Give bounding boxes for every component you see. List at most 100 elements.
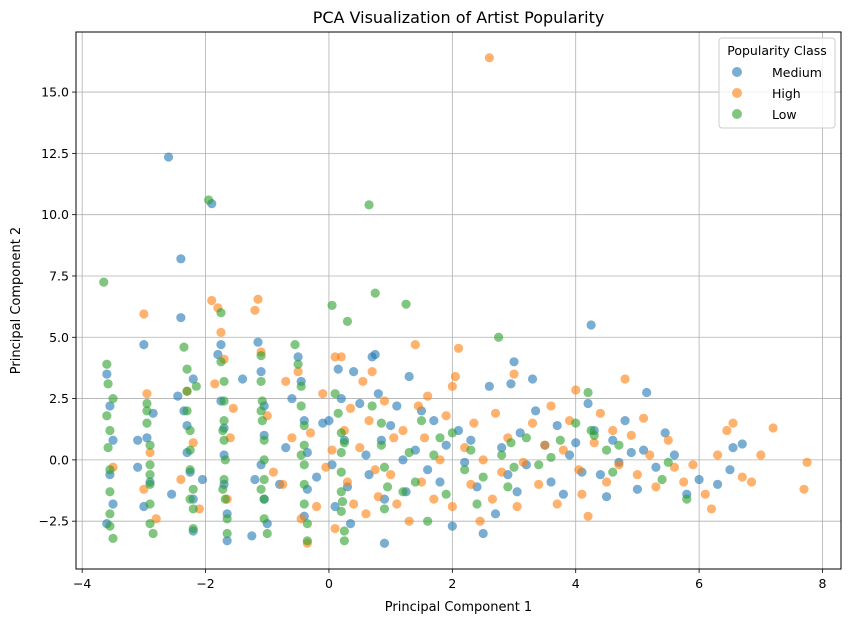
data-point-medium (583, 398, 593, 409)
plot-frame (75, 31, 842, 570)
data-point-low (460, 465, 470, 475)
data-point-low (145, 499, 155, 509)
legend-label-low: Low (772, 107, 797, 122)
x-tick-label: 2 (448, 576, 456, 591)
data-point-medium (694, 474, 704, 485)
data-point-high (250, 305, 260, 315)
legend: Popularity Class Medium High Low (718, 37, 836, 129)
y-tick-label: 5.0 (49, 330, 69, 345)
data-point-high (746, 477, 757, 487)
data-point-low (108, 393, 118, 404)
data-point-high (349, 499, 359, 509)
data-point-high (546, 401, 556, 411)
data-point-low (222, 528, 232, 539)
x-tick-label: 0 (325, 576, 333, 591)
data-point-low (435, 433, 445, 443)
data-point-high (768, 423, 778, 433)
data-point-medium (213, 349, 223, 360)
data-point-medium (484, 381, 494, 391)
data-point-high (364, 416, 374, 426)
data-point-low (182, 364, 192, 374)
data-point-high (253, 294, 263, 304)
data-point-high (558, 445, 568, 455)
data-point-low (330, 389, 340, 399)
x-tick-label: 4 (572, 576, 580, 591)
data-point-low (145, 479, 155, 490)
data-point-low (339, 438, 349, 448)
data-point-low (398, 487, 408, 497)
data-point-medium (558, 489, 568, 499)
data-point-low (555, 435, 565, 445)
data-point-low (336, 487, 346, 497)
data-point-high (293, 367, 303, 377)
data-point-medium (176, 313, 186, 323)
data-point-medium (222, 536, 232, 546)
data-point-medium (287, 393, 297, 404)
data-point-medium (660, 428, 670, 438)
data-point-medium (404, 371, 414, 382)
data-point-medium (373, 389, 383, 399)
data-point-low (219, 435, 229, 445)
data-point-medium (386, 420, 396, 431)
data-point-medium (601, 492, 612, 502)
data-point-high (373, 492, 383, 502)
legend-marker-medium (732, 67, 742, 77)
data-point-medium (142, 433, 152, 443)
data-point-low (142, 406, 152, 416)
data-point-low (204, 195, 214, 205)
data-point-low (219, 376, 229, 387)
data-point-medium (531, 406, 541, 416)
data-point-low (191, 381, 201, 391)
data-point-low (423, 516, 433, 526)
data-point-high (278, 479, 288, 490)
data-point-high (207, 295, 217, 306)
data-point-medium (216, 340, 226, 350)
data-point-low (222, 514, 232, 524)
data-point-medium (105, 401, 115, 411)
y-tick-label: 2.5 (49, 391, 69, 406)
data-point-medium (379, 538, 390, 548)
data-point-medium (355, 398, 365, 409)
data-point-high (713, 450, 723, 460)
data-point-low (379, 504, 390, 514)
data-point-high (552, 499, 562, 509)
data-point-low (589, 430, 599, 440)
data-point-high (490, 408, 501, 418)
axis-ticks: −4 −2 0 2 4 6 8 −2.5 0.0 2.5 5.0 7.5 10.0 12.5 15.0 (39, 85, 827, 591)
data-point-medium (197, 474, 208, 485)
data-point-high (305, 428, 316, 438)
data-point-low (337, 496, 348, 507)
data-point-low (256, 376, 266, 387)
data-point-high (268, 467, 279, 477)
data-point-low (336, 447, 346, 458)
data-point-low (299, 440, 309, 450)
data-point-high (281, 376, 291, 387)
data-point-medium (398, 455, 408, 465)
data-point-low (614, 440, 624, 450)
data-point-high (435, 455, 445, 465)
data-point-medium (312, 472, 322, 482)
data-point-high (688, 460, 698, 470)
data-point-low (302, 519, 312, 529)
data-point-low (336, 428, 346, 438)
data-point-medium (435, 477, 445, 487)
data-point-low (299, 420, 309, 431)
data-point-low (494, 332, 504, 342)
x-axis-label: Principal Component 1 (385, 600, 532, 615)
data-point-high (583, 511, 593, 521)
data-point-high (419, 433, 430, 443)
data-points (99, 53, 812, 548)
data-point-medium (253, 337, 263, 347)
legend-marker-low (732, 109, 742, 119)
series-low (99, 195, 692, 546)
data-point-low (219, 396, 229, 406)
data-point-medium (333, 364, 343, 374)
data-point-high (737, 472, 747, 482)
data-point-high (447, 381, 457, 391)
data-point-low (339, 536, 349, 546)
data-point-high (139, 484, 149, 494)
data-point-medium (392, 401, 402, 411)
data-point-high (389, 433, 399, 443)
data-point-high (799, 484, 809, 494)
